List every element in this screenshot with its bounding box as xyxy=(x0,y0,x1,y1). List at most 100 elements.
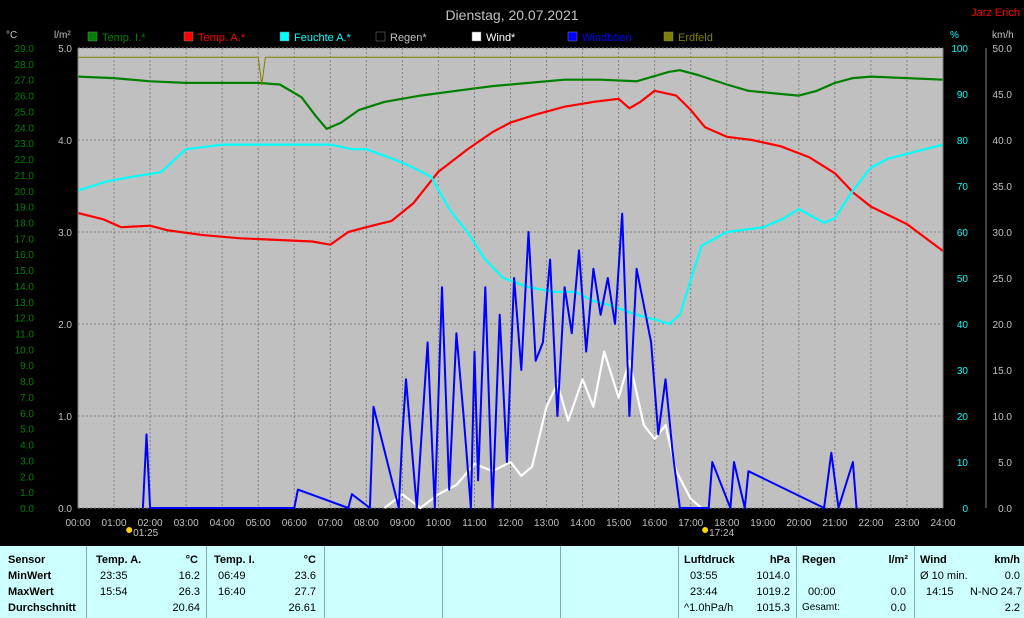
rain-tick-label: 2.0 xyxy=(58,320,72,331)
pressure-unit: hPa xyxy=(769,554,790,566)
humidity-tick-label: 40 xyxy=(957,320,969,331)
rain-tick-label: 3.0 xyxy=(58,228,72,239)
x-tick-label: 21:00 xyxy=(822,518,847,529)
x-tick-label: 00:00 xyxy=(65,518,90,529)
legend-swatch xyxy=(279,31,290,42)
legend-swatch xyxy=(87,31,98,42)
temp-tick-label: 26.0 xyxy=(15,92,35,103)
wind-tick-label: 25.0 xyxy=(993,274,1013,285)
legend-label: Temp. I.* xyxy=(102,32,146,44)
temp-tick-label: 16.0 xyxy=(15,250,35,261)
humidity-tick-label: 10 xyxy=(957,458,969,469)
temp-tick-label: 25.0 xyxy=(15,107,35,118)
legend-label: Temp. A.* xyxy=(198,32,246,44)
x-tick-label: 11:00 xyxy=(462,518,487,529)
temp-a-unit: °C xyxy=(185,554,198,566)
temp-tick-label: 7.0 xyxy=(20,393,34,404)
pressure-trend-label: ^1.0hPa/h xyxy=(684,602,734,614)
wind-max-time: 14:15 xyxy=(926,586,954,598)
temp-tick-label: 22.0 xyxy=(15,155,35,166)
rain-header: Regen xyxy=(802,554,836,566)
temp-i-min-time: 06:49 xyxy=(218,570,246,582)
x-tick-label: 24:00 xyxy=(930,518,955,529)
x-tick-label: 03:00 xyxy=(174,518,199,529)
rain-value: 0.0 xyxy=(890,586,906,598)
x-tick-label: 01:00 xyxy=(102,518,127,529)
wind-tick-label: 10.0 xyxy=(993,412,1013,423)
legend-label: Regen* xyxy=(390,32,427,44)
temp-i-unit: °C xyxy=(303,554,316,566)
temp-unit-label: °C xyxy=(6,30,17,41)
temp-tick-label: 10.0 xyxy=(15,345,35,356)
pressure-trend-value: 1015.3 xyxy=(756,602,790,614)
temp-tick-label: 12.0 xyxy=(15,314,35,325)
chart-title: Dienstag, 20.07.2021 xyxy=(445,7,578,23)
wind-tick-label: 0.0 xyxy=(998,504,1012,515)
author-label: Jarz Erich xyxy=(971,7,1020,19)
rain-unit: l/m² xyxy=(888,554,908,566)
temp-tick-label: 15.0 xyxy=(15,266,35,277)
temp-tick-label: 6.0 xyxy=(20,409,34,420)
x-tick-label: 19:00 xyxy=(750,518,775,529)
humidity-tick-label: 20 xyxy=(957,412,969,423)
temp-a-max-time: 15:54 xyxy=(100,586,128,598)
temp-tick-label: 13.0 xyxy=(15,298,35,309)
x-tick-label: 04:00 xyxy=(210,518,235,529)
chart-legend: Temp. I.* Temp. A.* Feuchte A.* Regen* Wind*… xyxy=(87,31,713,44)
temp-tick-label: 2.0 xyxy=(20,472,34,483)
temp-tick-label: 29.0 xyxy=(15,44,35,55)
humidity-tick-label: 0 xyxy=(962,504,968,515)
wind-tick-label: 15.0 xyxy=(993,366,1013,377)
legend-swatch xyxy=(471,31,482,42)
pressure-min-value: 1014.0 xyxy=(756,570,790,582)
x-tick-label: 23:00 xyxy=(894,518,919,529)
temp-a-max-value: 26.3 xyxy=(178,586,200,598)
series-line xyxy=(77,69,944,130)
humidity-tick-label: 70 xyxy=(957,182,969,193)
x-tick-label: 17:00 xyxy=(678,518,703,529)
wind-tick-label: 20.0 xyxy=(993,320,1013,331)
x-tick-label: 07:00 xyxy=(318,518,343,529)
temp-tick-label: 23.0 xyxy=(15,139,35,150)
x-tick-label: 14:00 xyxy=(570,518,595,529)
humidity-tick-label: 80 xyxy=(957,136,969,147)
legend-label: Wind* xyxy=(486,32,516,44)
temp-tick-label: 28.0 xyxy=(15,60,35,71)
x-tick-label: 13:00 xyxy=(534,518,559,529)
wind-tick-label: 35.0 xyxy=(993,182,1013,193)
legend-label: Feuchte A.* xyxy=(294,32,352,44)
sun-marker-label: 01:25 xyxy=(133,528,158,539)
temp-tick-label: 3.0 xyxy=(20,456,34,467)
legend-swatch xyxy=(375,31,386,42)
temp-a-min-time: 23:35 xyxy=(100,570,128,582)
wind-tick-label: 50.0 xyxy=(993,44,1013,55)
temp-tick-label: 27.0 xyxy=(15,76,35,87)
temp-tick-label: 0.0 xyxy=(20,504,34,515)
x-tick-label: 05:00 xyxy=(246,518,271,529)
sun-marker-label: 17:24 xyxy=(709,528,734,539)
wind-tick-label: 40.0 xyxy=(993,136,1013,147)
chart-axes: 00:00 01:00 02:00 03:00 04:00 05:00 06:00 07:00… xyxy=(15,44,1013,539)
sun-marker-icon xyxy=(702,527,709,533)
legend-swatch xyxy=(183,31,194,42)
pressure-min-time: 03:55 xyxy=(690,570,718,582)
legend-label: Erdfeld xyxy=(678,32,713,44)
temp-tick-label: 11.0 xyxy=(15,330,34,341)
rain-tick-label: 0.0 xyxy=(58,504,72,515)
rain-total-label: Gesamt: xyxy=(802,602,840,613)
legend-swatch xyxy=(663,31,674,42)
x-tick-label: 02:00 xyxy=(138,518,163,529)
x-tick-label: 16:00 xyxy=(642,518,667,529)
x-tick-label: 08:00 xyxy=(354,518,379,529)
humidity-tick-label: 100 xyxy=(951,44,968,55)
temp-tick-label: 4.0 xyxy=(20,441,34,452)
temp-a-min-value: 16.2 xyxy=(178,570,200,582)
temp-i-max-time: 16:40 xyxy=(218,586,246,598)
wind-avg-label: Ø 10 min. xyxy=(920,570,968,582)
humidity-tick-label: 60 xyxy=(957,228,969,239)
x-tick-label: 18:00 xyxy=(714,518,739,529)
temp-i-max-value: 27.7 xyxy=(294,586,316,598)
wind-tick-label: 5.0 xyxy=(998,458,1012,469)
rain-tick-label: 4.0 xyxy=(58,136,72,147)
temp-tick-label: 20.0 xyxy=(15,187,35,198)
